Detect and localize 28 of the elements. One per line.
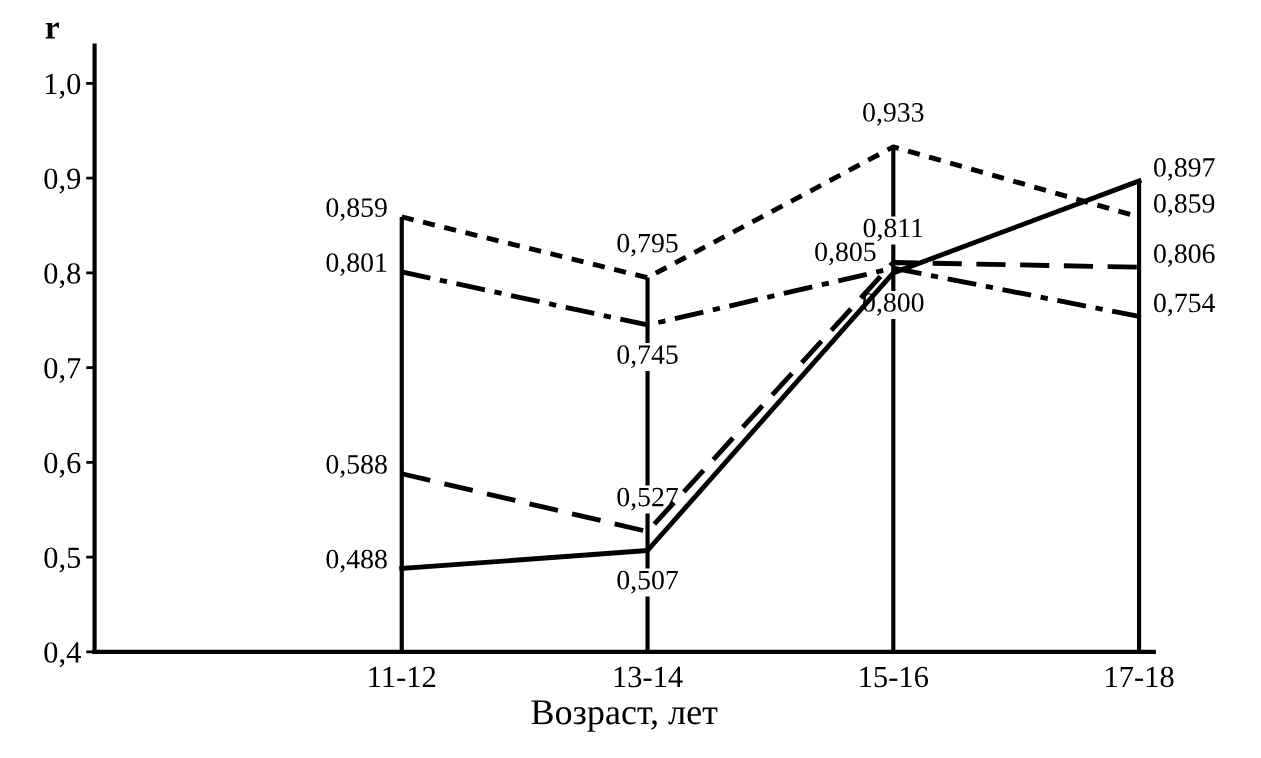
y-tick-label: 0,4 [44, 642, 81, 668]
data-label: 0,795 [617, 233, 678, 257]
data-label: 0,588 [326, 455, 387, 478]
y-tick-label: 0,7 [44, 357, 81, 383]
y-tick-label: 0,6 [44, 452, 81, 478]
data-label: 0,805 [815, 242, 876, 266]
data-label: 0,859 [1154, 194, 1215, 217]
data-label: 0,806 [1154, 244, 1215, 268]
y-tick-label: 0,8 [44, 263, 81, 289]
data-label: 0,507 [617, 570, 678, 594]
x-tick-label: 13-14 [614, 666, 683, 688]
y-tick-label: 0,5 [44, 547, 81, 573]
y-tick-label: 0,9 [44, 168, 81, 194]
x-tick-label: 17-18 [1106, 666, 1174, 688]
data-label: 0,488 [326, 549, 387, 573]
x-tick-label: 15-16 [860, 666, 929, 688]
data-label: 0,801 [326, 253, 387, 276]
data-label: 0,933 [863, 103, 924, 126]
data-label: 0,811 [863, 218, 923, 242]
data-label: 0,527 [617, 487, 678, 511]
y-tick-label: 1,0 [45, 73, 81, 99]
data-label: 0,754 [1154, 293, 1216, 317]
data-label: 0,897 [1154, 158, 1215, 181]
x-tick-label: 11-12 [369, 666, 436, 687]
y-axis-title: r [45, 22, 59, 39]
x-axis-title: Возраст, лет [531, 700, 718, 732]
data-label: 0,859 [326, 198, 387, 221]
data-label: 0,745 [617, 345, 678, 368]
